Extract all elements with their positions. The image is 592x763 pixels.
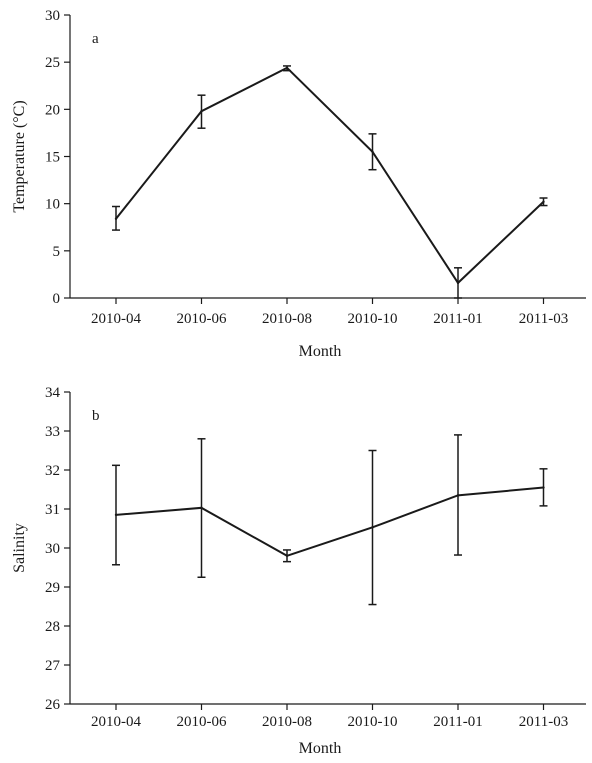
- temperature-x-tick-label: 2011-03: [519, 311, 568, 327]
- temperature-x-tick-label: 2010-06: [177, 311, 227, 327]
- temperature-y-tick-label: 15: [45, 150, 60, 166]
- temperature-data-point: [371, 150, 374, 153]
- salinity-y-tick-label: 26: [45, 697, 61, 713]
- temperature-data-point: [285, 66, 289, 70]
- salinity-data-point: [542, 486, 545, 489]
- salinity-panel-label: b: [92, 408, 100, 424]
- salinity-x-axis-title: Month: [299, 740, 342, 757]
- salinity-data-point: [285, 554, 289, 557]
- temperature-y-tick-label: 5: [53, 244, 61, 260]
- salinity-data-point: [371, 526, 374, 529]
- salinity-x-tick-label: 2010-08: [262, 714, 312, 730]
- salinity-y-tick-label: 28: [45, 619, 60, 635]
- salinity-x-tick-label: 2010-10: [348, 714, 398, 730]
- salinity-x-tick-label: 2010-04: [91, 714, 141, 730]
- temperature-data-point: [456, 281, 460, 285]
- temperature-y-tick-label: 0: [53, 291, 61, 307]
- salinity-panel: 26 27 28 29 30 31 32 33 34 2010-04 2010-06 2010-08 2…: [11, 385, 586, 757]
- temperature-data-point: [114, 217, 118, 220]
- temperature-x-tick-label: 2010-04: [91, 311, 141, 327]
- salinity-y-tick-label: 31: [45, 502, 60, 518]
- temperature-x-tick-label: 2010-10: [348, 311, 398, 327]
- salinity-y-tick-label: 32: [45, 463, 60, 479]
- salinity-data-point: [456, 494, 460, 497]
- temperature-y-tick-label: 10: [45, 197, 60, 213]
- salinity-y-tick-label: 27: [45, 658, 61, 674]
- temperature-panel: 0 5 10 15 20 25 30 2010-04 2010-06 2010-08 2010-10…: [11, 8, 586, 360]
- temperature-y-axis-title: Temperature (°C): [11, 100, 28, 212]
- salinity-series-line: [115, 486, 544, 557]
- salinity-data-point: [114, 513, 118, 517]
- temperature-x-tick-label: 2010-08: [262, 311, 312, 327]
- temperature-x-tick-label: 2011-01: [433, 311, 482, 327]
- salinity-y-tick-label: 29: [45, 580, 60, 596]
- salinity-x-tick-label: 2010-06: [177, 714, 227, 730]
- salinity-x-tick-label: 2011-03: [519, 714, 568, 730]
- salinity-y-tick-label: 33: [45, 424, 60, 440]
- salinity-y-axis-title: Salinity: [11, 523, 28, 573]
- temperature-x-axis-title: Month: [299, 343, 342, 360]
- salinity-y-tick-label: 30: [45, 541, 60, 557]
- temperature-y-tick-label: 25: [45, 55, 60, 71]
- temperature-panel-label: a: [92, 31, 99, 47]
- salinity-data-point: [200, 506, 203, 510]
- temperature-data-point: [542, 200, 545, 203]
- temperature-series-line: [115, 66, 545, 285]
- salinity-y-tick-label: 34: [45, 385, 61, 401]
- temperature-data-point: [200, 110, 203, 113]
- salinity-x-tick-label: 2011-01: [433, 714, 482, 730]
- temperature-y-tick-label: 20: [45, 102, 60, 118]
- temperature-y-tick-label: 30: [45, 8, 60, 24]
